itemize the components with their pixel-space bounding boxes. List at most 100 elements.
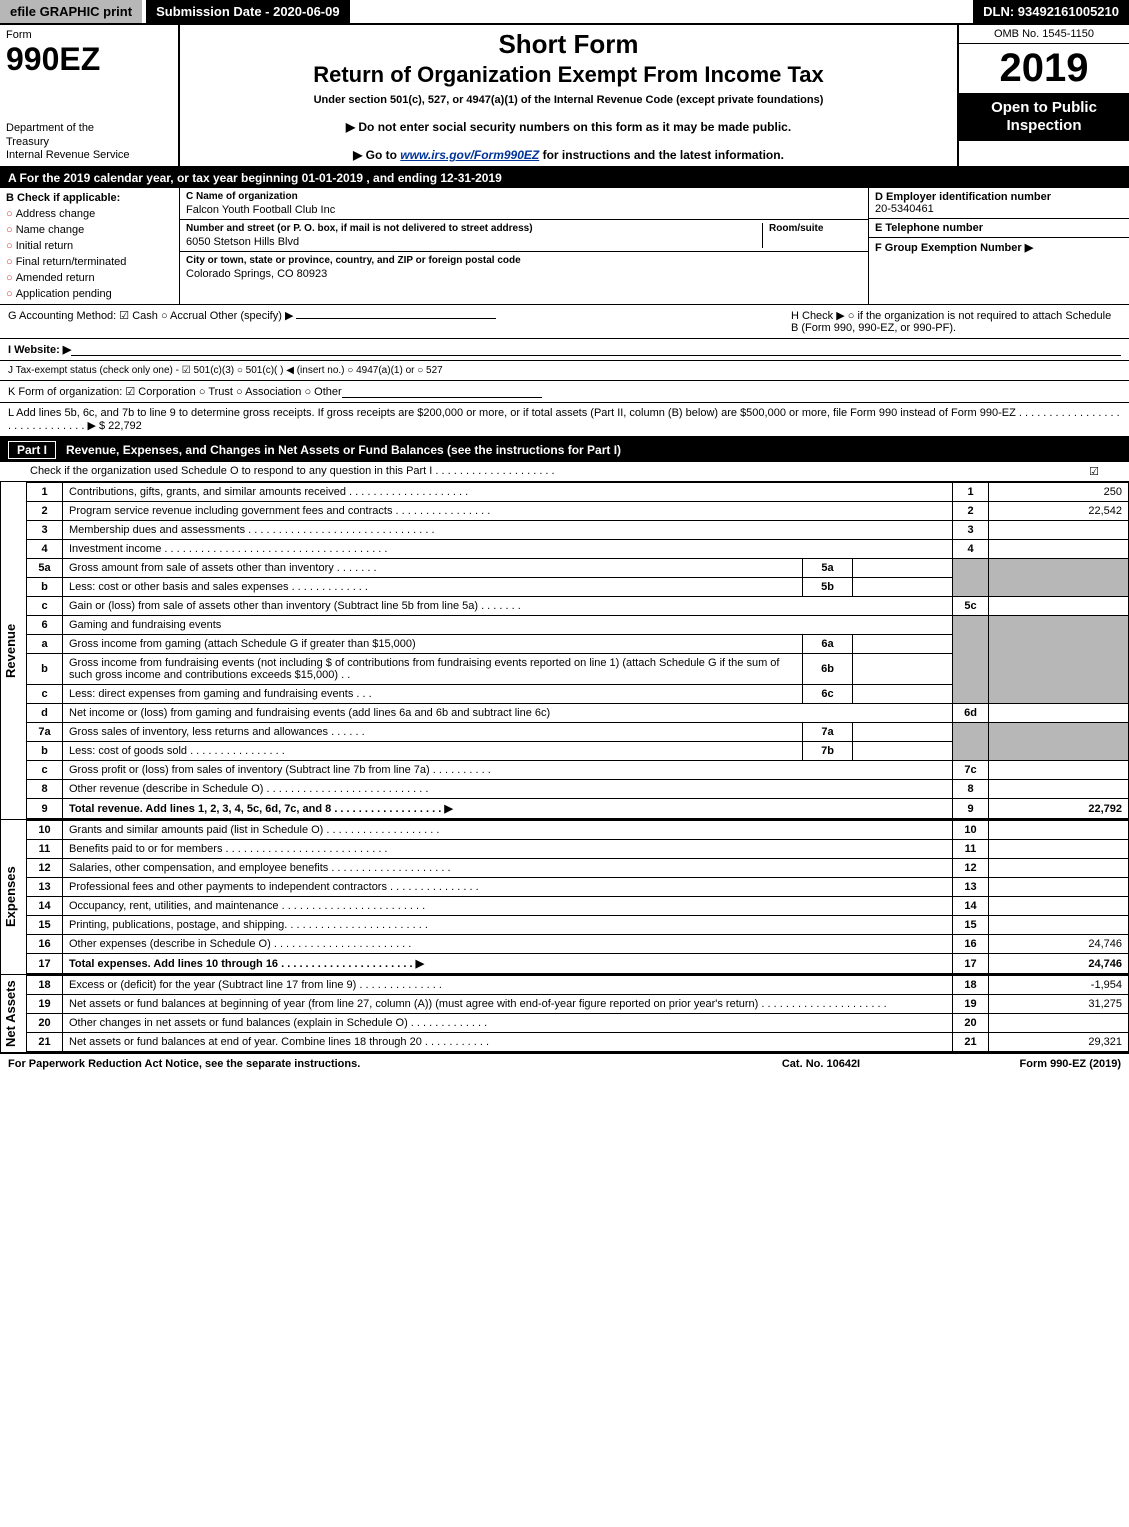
chk-address-change[interactable]: Address change bbox=[6, 208, 173, 220]
line-21: 21Net assets or fund balances at end of … bbox=[27, 1033, 1129, 1052]
submission-date-button[interactable]: Submission Date - 2020-06-09 bbox=[146, 0, 350, 23]
revenue-table: 1Contributions, gifts, grants, and simil… bbox=[26, 482, 1129, 819]
calendar-year-row: A For the 2019 calendar year, or tax yea… bbox=[0, 168, 1129, 188]
part1-label: Part I bbox=[8, 441, 56, 459]
part1-note-text: Check if the organization used Schedule … bbox=[30, 465, 555, 478]
department-label: Department of the Treasury Internal Reve… bbox=[6, 122, 172, 162]
header-right: OMB No. 1545-1150 2019 Open to Public In… bbox=[959, 25, 1129, 166]
group-exemption-row: F Group Exemption Number ▶ bbox=[869, 238, 1129, 304]
form-of-organization: K Form of organization: ☑ Corporation ○ … bbox=[8, 385, 342, 398]
net-assets-side-label: Net Assets bbox=[0, 975, 26, 1052]
phone-label: E Telephone number bbox=[875, 222, 1123, 234]
line-10: 10Grants and similar amounts paid (list … bbox=[27, 821, 1129, 840]
row-g-h: G Accounting Method: ☑ Cash ○ Accrual Ot… bbox=[0, 305, 1129, 339]
org-info: C Name of organization Falcon Youth Foot… bbox=[180, 188, 869, 304]
line-2: 2Program service revenue including gover… bbox=[27, 502, 1129, 521]
subtitle-code: Under section 501(c), 527, or 4947(a)(1)… bbox=[190, 94, 947, 106]
check-if-applicable: B Check if applicable: bbox=[6, 192, 173, 204]
org-street-row: Number and street (or P. O. box, if mail… bbox=[180, 220, 868, 252]
net-assets-section: Net Assets 18Excess or (deficit) for the… bbox=[0, 975, 1129, 1054]
header-left: Form 990EZ Department of the Treasury In… bbox=[0, 25, 180, 166]
open-inspection: Open to Public Inspection bbox=[959, 93, 1129, 141]
ein-value: 20-5340461 bbox=[875, 203, 1123, 215]
dept-line3: Internal Revenue Service bbox=[6, 149, 130, 161]
part1-title: Revenue, Expenses, and Changes in Net As… bbox=[66, 443, 621, 457]
line-18: 18Excess or (deficit) for the year (Subt… bbox=[27, 976, 1129, 995]
line-17: 17Total expenses. Add lines 10 through 1… bbox=[27, 954, 1129, 974]
title-short-form: Short Form bbox=[190, 29, 947, 60]
tax-exempt-status: J Tax-exempt status (check only one) - ☑… bbox=[8, 365, 443, 376]
top-bar: efile GRAPHIC print Submission Date - 20… bbox=[0, 0, 1129, 25]
accounting-method-text: G Accounting Method: ☑ Cash ○ Accrual Ot… bbox=[8, 310, 293, 322]
line-4: 4Investment income . . . . . . . . . . .… bbox=[27, 540, 1129, 559]
subtitle-ssn-warning: ▶ Do not enter social security numbers o… bbox=[190, 120, 947, 134]
footer-paperwork: For Paperwork Reduction Act Notice, see … bbox=[8, 1058, 721, 1070]
subtitle-instructions: ▶ Go to www.irs.gov/Form990EZ for instru… bbox=[190, 148, 947, 162]
chk-initial-return[interactable]: Initial return bbox=[6, 240, 173, 252]
footer: For Paperwork Reduction Act Notice, see … bbox=[0, 1054, 1129, 1074]
room-label: Room/suite bbox=[769, 223, 862, 234]
checkboxes-left: B Check if applicable: Address change Na… bbox=[0, 188, 180, 304]
org-name-value: Falcon Youth Football Club Inc bbox=[186, 204, 862, 216]
info-right: D Employer identification number 20-5340… bbox=[869, 188, 1129, 304]
title-return: Return of Organization Exempt From Incom… bbox=[190, 62, 947, 88]
org-city-row: City or town, state or province, country… bbox=[180, 252, 868, 283]
row-k: K Form of organization: ☑ Corporation ○ … bbox=[0, 381, 1129, 403]
part1-header: Part I Revenue, Expenses, and Changes in… bbox=[0, 438, 1129, 462]
inst-post: for instructions and the latest informat… bbox=[539, 148, 784, 162]
line-12: 12Salaries, other compensation, and empl… bbox=[27, 859, 1129, 878]
info-block: B Check if applicable: Address change Na… bbox=[0, 188, 1129, 305]
line-9: 9Total revenue. Add lines 1, 2, 3, 4, 5c… bbox=[27, 799, 1129, 819]
line-3: 3Membership dues and assessments . . . .… bbox=[27, 521, 1129, 540]
line-15: 15Printing, publications, postage, and s… bbox=[27, 916, 1129, 935]
line-1: 1Contributions, gifts, grants, and simil… bbox=[27, 483, 1129, 502]
chk-name-change[interactable]: Name change bbox=[6, 224, 173, 236]
form-header: Form 990EZ Department of the Treasury In… bbox=[0, 25, 1129, 168]
inst-pre: ▶ Go to bbox=[353, 148, 400, 162]
city-value: Colorado Springs, CO 80923 bbox=[186, 268, 862, 280]
website-input[interactable] bbox=[71, 343, 1121, 356]
line-5c: cGain or (loss) from sale of assets othe… bbox=[27, 597, 1129, 616]
footer-cat-no: Cat. No. 10642I bbox=[721, 1058, 921, 1070]
row-l: L Add lines 5b, 6c, and 7b to line 9 to … bbox=[0, 403, 1129, 438]
chk-final-return[interactable]: Final return/terminated bbox=[6, 256, 173, 268]
line-19: 19Net assets or fund balances at beginni… bbox=[27, 995, 1129, 1014]
schedule-b-check: H Check ▶ ○ if the organization is not r… bbox=[791, 309, 1121, 334]
line-16: 16Other expenses (describe in Schedule O… bbox=[27, 935, 1129, 954]
header-center: Short Form Return of Organization Exempt… bbox=[180, 25, 959, 166]
phone-row: E Telephone number bbox=[869, 219, 1129, 238]
chk-application-pending[interactable]: Application pending bbox=[6, 288, 173, 300]
part1-note-checkbox[interactable]: ☑ bbox=[1089, 465, 1099, 478]
net-assets-table: 18Excess or (deficit) for the year (Subt… bbox=[26, 975, 1129, 1052]
omb-number: OMB No. 1545-1150 bbox=[959, 25, 1129, 44]
dept-line1: Department of the bbox=[6, 122, 94, 134]
chk-amended-return[interactable]: Amended return bbox=[6, 272, 173, 284]
ein-row: D Employer identification number 20-5340… bbox=[869, 188, 1129, 219]
line-7a: 7aGross sales of inventory, less returns… bbox=[27, 723, 1129, 742]
line-20: 20Other changes in net assets or fund ba… bbox=[27, 1014, 1129, 1033]
line-7c: cGross profit or (loss) from sales of in… bbox=[27, 761, 1129, 780]
group-exemption-label: F Group Exemption Number ▶ bbox=[875, 241, 1123, 254]
expenses-section: Expenses 10Grants and similar amounts pa… bbox=[0, 820, 1129, 975]
irs-link[interactable]: www.irs.gov/Form990EZ bbox=[400, 148, 539, 162]
form-number: 990EZ bbox=[6, 41, 172, 78]
line-8: 8Other revenue (describe in Schedule O) … bbox=[27, 780, 1129, 799]
row-j: J Tax-exempt status (check only one) - ☑… bbox=[0, 361, 1129, 381]
footer-form-ref: Form 990-EZ (2019) bbox=[921, 1058, 1121, 1070]
org-name-row: C Name of organization Falcon Youth Foot… bbox=[180, 188, 868, 220]
accounting-method: G Accounting Method: ☑ Cash ○ Accrual Ot… bbox=[8, 309, 791, 334]
accounting-other-input[interactable] bbox=[296, 318, 496, 319]
dln-label: DLN: 93492161005210 bbox=[973, 0, 1129, 23]
row-i: I Website: ▶ bbox=[0, 339, 1129, 361]
efile-button[interactable]: efile GRAPHIC print bbox=[0, 0, 142, 23]
tax-year: 2019 bbox=[959, 44, 1129, 93]
dept-line2: Treasury bbox=[6, 136, 49, 148]
org-other-input[interactable] bbox=[342, 385, 542, 398]
part1-schedule-o-note: Check if the organization used Schedule … bbox=[0, 462, 1129, 482]
revenue-side-label: Revenue bbox=[0, 482, 26, 819]
line-14: 14Occupancy, rent, utilities, and mainte… bbox=[27, 897, 1129, 916]
line-13: 13Professional fees and other payments t… bbox=[27, 878, 1129, 897]
org-name-label: C Name of organization bbox=[186, 191, 862, 202]
website-label: I Website: ▶ bbox=[8, 343, 71, 356]
line-5a: 5aGross amount from sale of assets other… bbox=[27, 559, 1129, 578]
